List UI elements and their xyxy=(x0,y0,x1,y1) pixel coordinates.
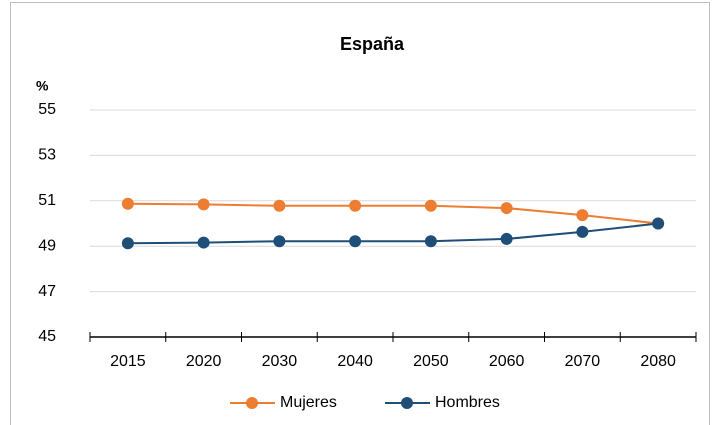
x-tick-label: 2050 xyxy=(413,353,449,370)
legend-marker xyxy=(246,397,258,409)
series-line xyxy=(127,222,659,245)
x-tick-label: 2060 xyxy=(489,353,525,370)
point xyxy=(500,202,513,215)
point xyxy=(424,235,437,248)
point xyxy=(121,237,134,250)
y-tick-label: 47 xyxy=(38,283,56,300)
point xyxy=(121,197,134,210)
x-tick-label: 2040 xyxy=(337,353,373,370)
legend-marker xyxy=(401,397,413,409)
point xyxy=(424,199,437,212)
point xyxy=(349,235,362,248)
point xyxy=(273,199,286,212)
point xyxy=(273,235,286,248)
legend-label: Mujeres xyxy=(280,394,337,411)
point xyxy=(652,217,665,230)
x-tick-label: 2080 xyxy=(640,353,676,370)
x-tick-label: 2070 xyxy=(565,353,601,370)
point xyxy=(197,236,210,249)
legend-label: Hombres xyxy=(435,394,500,411)
y-tick-label: 55 xyxy=(38,101,56,118)
point xyxy=(576,209,589,222)
x-tick-label: 2020 xyxy=(186,353,222,370)
x-tick-label: 2030 xyxy=(262,353,298,370)
point xyxy=(576,225,589,238)
y-tick-label: 49 xyxy=(38,237,56,254)
chart-frame xyxy=(10,2,710,425)
y-tick-label: 53 xyxy=(38,147,56,164)
point xyxy=(500,232,513,245)
point xyxy=(197,198,210,211)
series-line xyxy=(127,202,659,225)
chart-title: España xyxy=(340,34,405,54)
y-tick-label: 45 xyxy=(38,328,56,345)
y-axis-label: % xyxy=(36,78,49,94)
point xyxy=(349,199,362,212)
x-tick-label: 2015 xyxy=(110,353,146,370)
y-tick-label: 51 xyxy=(38,192,56,209)
